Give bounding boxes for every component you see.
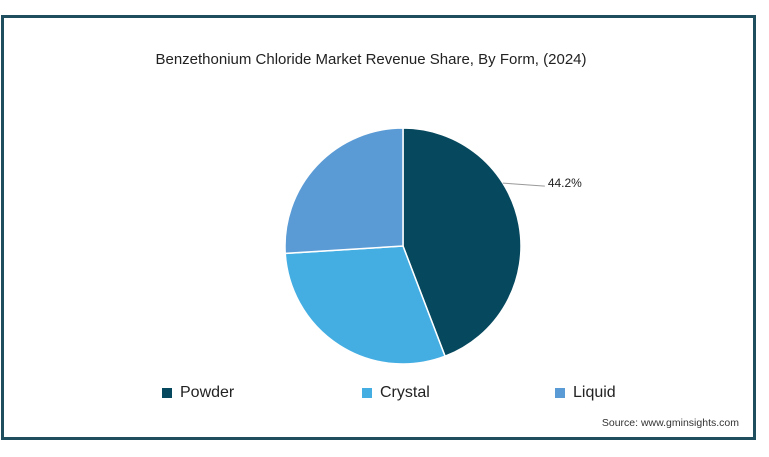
legend-item-powder: Powder bbox=[162, 384, 234, 402]
source-note: Source: www.gminsights.com bbox=[601, 417, 739, 429]
chart-legend: Powder Crystal Liquid bbox=[4, 384, 759, 408]
chart-title: Benzethonium Chloride Market Revenue Sha… bbox=[155, 51, 587, 68]
data-label-powder: 44.2% bbox=[548, 176, 582, 190]
chart-frame: Benzethonium Chloride Market Revenue Sha… bbox=[1, 15, 756, 440]
legend-swatch-liquid bbox=[555, 388, 565, 398]
legend-label-crystal: Crystal bbox=[380, 384, 430, 401]
legend-item-liquid: Liquid bbox=[555, 384, 616, 402]
legend-item-crystal: Crystal bbox=[362, 384, 430, 402]
legend-label-liquid: Liquid bbox=[573, 384, 616, 401]
leader-line-powder bbox=[502, 182, 545, 187]
legend-label-powder: Powder bbox=[180, 384, 235, 401]
pie-slice-liquid bbox=[284, 127, 404, 255]
pie-slice-powder bbox=[402, 127, 522, 358]
pie-chart: 44.2% bbox=[284, 127, 582, 365]
legend-swatch-crystal bbox=[362, 388, 372, 398]
pie-slice-crystal bbox=[284, 245, 447, 365]
legend-swatch-powder bbox=[162, 388, 172, 398]
